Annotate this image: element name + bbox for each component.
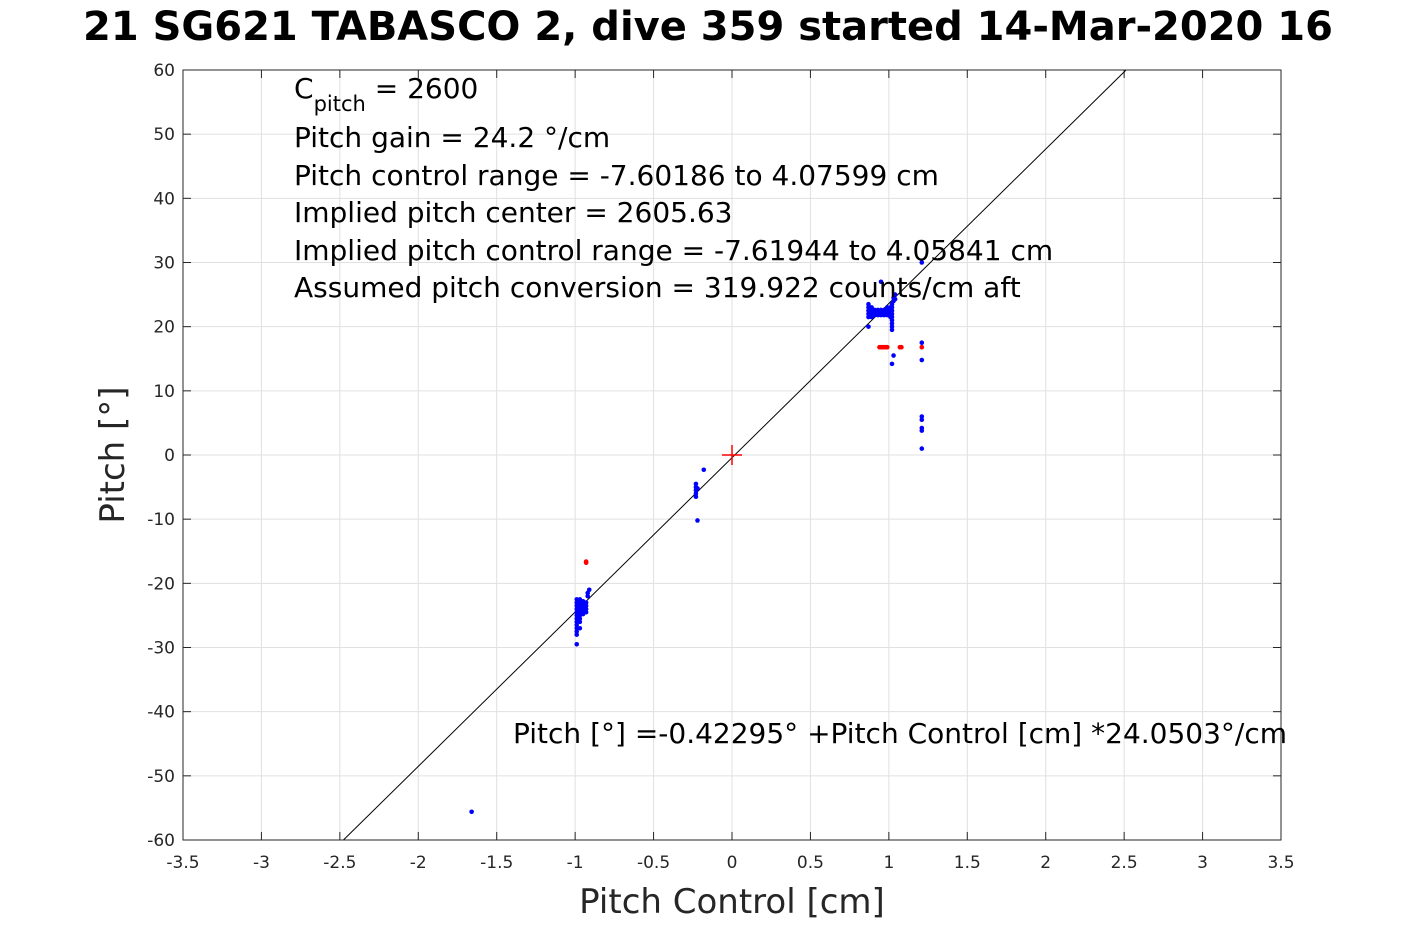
y-tick-label: -10 [147,510,175,530]
data-point [889,361,895,367]
y-tick-label: 20 [153,318,175,338]
data-point [889,314,895,320]
data-point [693,494,699,500]
y-tick-label: 0 [164,446,175,466]
data-point [693,491,699,496]
x-tick-label: -1 [567,853,584,873]
data-point [919,357,925,363]
x-tick-label: 1.5 [954,853,981,873]
data-point [889,308,895,313]
c-pitch-value: = 2600 [366,72,479,105]
data-point [889,327,895,333]
data-point [889,305,895,310]
data-point [869,305,874,310]
data-point [919,340,925,346]
y-axis-label: Pitch [°] [93,386,133,523]
data-point [889,317,895,323]
x-tick-label: -1.5 [480,853,513,873]
x-tick-label: 3 [1197,853,1208,873]
data-point [919,428,925,433]
data-point [884,344,890,350]
x-tick-label: 2 [1040,853,1051,873]
data-point [469,809,474,815]
pitch-gain-annotation: Pitch gain = 24.2 °/cm [294,121,610,154]
data-point [919,417,925,423]
y-tick-label: 10 [153,382,175,402]
x-tick-label: 0 [727,853,738,873]
x-tick-label: 2.5 [1111,853,1138,873]
y-tick-label: 30 [153,254,175,274]
x-tick-label: -3.5 [166,853,199,873]
data-point [574,632,580,637]
implied-pitch-center-annotation: Implied pitch center = 2605.63 [294,196,732,229]
data-point [878,279,884,285]
data-point [583,609,589,615]
y-tick-label: 50 [153,125,175,145]
data-point [583,600,589,605]
chart-title: 21 SG621 TABASCO 2, dive 359 started 14-… [83,4,1333,50]
data-point [892,296,898,302]
data-point [889,311,895,317]
y-tick-label: -30 [147,639,175,659]
data-point [919,414,925,419]
data-point [701,467,707,473]
y-tick-label: -40 [147,703,175,723]
data-point [577,625,583,631]
x-tick-label: 1 [883,853,894,873]
y-axis-ticks: -60 -50 -40 -30 -20 -10 0 10 20 30 40 50 60 [147,61,1281,851]
y-tick-label: -50 [147,767,175,787]
data-point [583,603,589,609]
implied-pitch-control-range-annotation: Implied pitch control range = -7.61944 t… [294,234,1053,267]
y-tick-label: 40 [153,189,175,209]
y-tick-label: 60 [153,61,175,81]
x-axis-ticks: -3.5 -3 -2.5 -2 -1.5 -1 -0.5 0 0.5 1 1.5 2 2.5 3 3.5 [166,70,1295,873]
data-point [899,344,904,350]
data-point [695,486,700,491]
x-tick-label: -2.5 [323,853,356,873]
x-tick-label: -2 [410,853,427,873]
x-tick-label: -3 [253,853,270,873]
data-point [583,559,589,564]
data-point [586,587,592,593]
data-point [693,481,699,487]
x-tick-label: 3.5 [1267,853,1294,873]
data-point [892,292,898,297]
c-pitch-main: C [294,72,314,105]
data-point [889,324,895,329]
data-point [695,518,700,523]
data-points [469,260,925,815]
center-marker-group [722,445,742,465]
data-point [577,616,583,621]
y-tick-label: -20 [147,574,175,594]
assumed-pitch-conversion-annotation: Assumed pitch conversion = 319.922 count… [294,271,1021,304]
data-point [574,641,580,647]
data-point [919,344,925,350]
data-point [889,321,895,326]
data-point [585,593,590,599]
x-tick-label: 0.5 [797,853,824,873]
y-tick-label: -60 [147,831,175,851]
data-point [574,622,580,628]
c-pitch-annotation: Cpitch = 2600 [294,72,478,116]
data-point [919,260,925,265]
data-point [577,619,583,625]
c-pitch-subscript: pitch [314,92,366,116]
x-axis-label: Pitch Control [cm] [579,882,885,922]
pitch-control-range-annotation: Pitch control range = -7.60186 to 4.0759… [294,159,939,192]
data-point [583,606,589,612]
data-point [866,301,871,307]
plot-frame [182,69,1282,841]
x-tick-label: -0.5 [637,853,670,873]
data-point [891,353,896,358]
data-point [866,324,871,329]
data-point [919,446,925,451]
data-point [574,629,580,634]
fit-equation-annotation: Pitch [°] =-0.42295° +Pitch Control [cm]… [513,717,1287,750]
